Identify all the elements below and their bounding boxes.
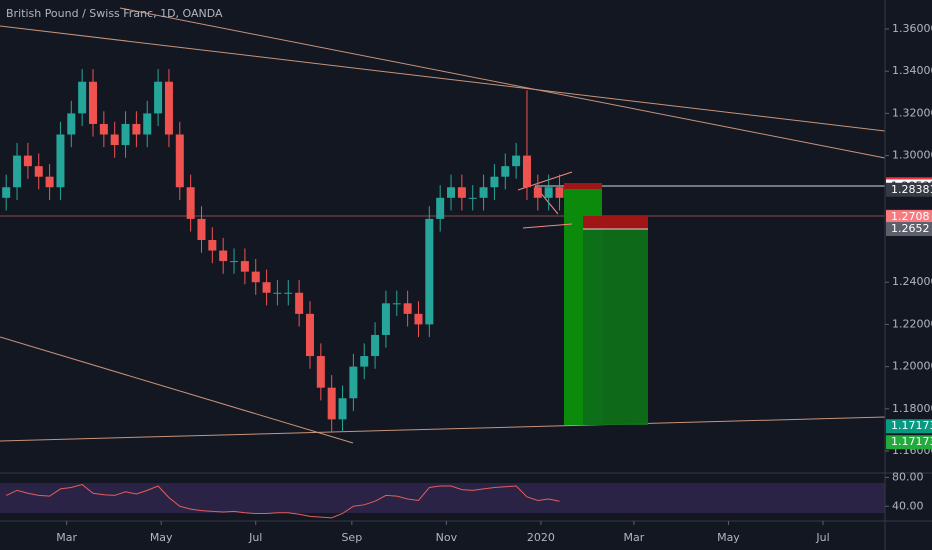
y-tick-label: 1.22000 <box>892 317 932 330</box>
y-tick-label: 1.32000 <box>892 106 932 119</box>
candle-body <box>186 187 195 219</box>
x-tick-label: Mar <box>56 531 77 544</box>
candle-body <box>371 334 380 357</box>
candle-body <box>78 81 87 114</box>
y-tick-label: 1.20000 <box>892 360 932 373</box>
target-zone <box>583 229 648 425</box>
candle-body <box>45 176 54 188</box>
stop-zone <box>564 183 602 189</box>
candle-body <box>99 123 108 135</box>
candle-body <box>533 187 542 198</box>
candle-body <box>67 113 76 135</box>
triangle-line <box>522 223 573 229</box>
candle-body <box>305 313 314 357</box>
y-tick-label: 1.18000 <box>892 402 932 415</box>
candle-body <box>349 366 358 399</box>
candle-body <box>208 240 217 251</box>
x-tick-label: 2020 <box>527 531 555 544</box>
y-tick-label: 1.30000 <box>892 149 932 162</box>
price-tag-label: 1.17173 <box>891 435 932 448</box>
candle-body <box>154 81 163 114</box>
candle-body <box>88 81 97 124</box>
candle-body <box>197 218 206 240</box>
stop-zone <box>583 216 648 229</box>
candle-body <box>403 303 412 314</box>
x-tick-label: May <box>717 531 740 544</box>
price-tag <box>886 419 932 434</box>
candle-body <box>360 356 369 367</box>
candle-body <box>284 292 293 294</box>
candle-body <box>501 166 510 177</box>
price-tag <box>886 222 932 237</box>
candle-body <box>512 155 521 167</box>
candle-body <box>164 81 173 135</box>
candle-body <box>13 155 22 188</box>
candle-body <box>392 303 401 305</box>
x-tick-label: Mar <box>624 531 645 544</box>
candle-body <box>381 303 390 335</box>
candle-body <box>457 187 466 198</box>
candle-body <box>295 292 304 314</box>
rsi-tick-label: 80.00 <box>892 470 924 483</box>
price-tag-label: 1.2652 <box>891 222 930 235</box>
x-tick-label: May <box>150 531 173 544</box>
candle-body <box>490 176 499 188</box>
candle-body <box>425 218 434 325</box>
candle-body <box>414 313 423 325</box>
candle-body <box>110 134 119 146</box>
candle-body <box>132 123 141 135</box>
trend-line <box>0 416 886 442</box>
trend-line <box>0 25 886 132</box>
candle-body <box>230 261 239 263</box>
candle-body <box>447 187 456 198</box>
candle-body <box>56 134 65 188</box>
candle-body <box>468 197 477 199</box>
chart-title: British Pound / Swiss Franc, 1D, OANDA <box>6 7 223 20</box>
candle-body <box>262 282 271 293</box>
x-tick-label: Jul <box>248 531 262 544</box>
rsi-line <box>5 484 560 519</box>
candle-body <box>338 398 347 420</box>
candle-body <box>251 271 260 283</box>
candle-body <box>479 187 488 198</box>
candle-body <box>555 187 564 198</box>
x-tick-label: Sep <box>341 531 362 544</box>
candle-body <box>2 187 11 198</box>
y-tick-label: 1.24000 <box>892 275 932 288</box>
candle-body <box>143 113 152 135</box>
price-tag <box>886 182 932 197</box>
candle-body <box>522 155 531 188</box>
candle-body <box>34 166 43 177</box>
price-tag <box>886 210 932 225</box>
rsi-band <box>0 483 885 513</box>
price-tag-label: 1.28381 <box>891 183 932 196</box>
candle-body <box>219 250 228 262</box>
y-tick-label: 1.36000 <box>892 22 932 35</box>
candle-body <box>436 197 445 219</box>
candle-body <box>273 292 282 294</box>
candle-body <box>544 187 553 198</box>
candle-body <box>121 123 130 146</box>
rsi-tick-label: 40.00 <box>892 499 924 512</box>
trend-line <box>0 336 354 444</box>
y-tick-label: 1.34000 <box>892 64 932 77</box>
trend-line <box>119 7 886 159</box>
price-tag-label: 1.2708 <box>891 210 930 223</box>
x-tick-label: Jul <box>815 531 829 544</box>
x-tick-label: Nov <box>436 531 458 544</box>
price-tag <box>886 435 932 450</box>
candle-body <box>240 261 249 272</box>
candle-body <box>316 356 325 388</box>
drawings <box>0 7 886 513</box>
candle-body <box>175 134 184 188</box>
candle-body <box>327 387 336 420</box>
price-tag-label: 1.17173 <box>891 419 932 432</box>
candle-body <box>23 155 32 167</box>
